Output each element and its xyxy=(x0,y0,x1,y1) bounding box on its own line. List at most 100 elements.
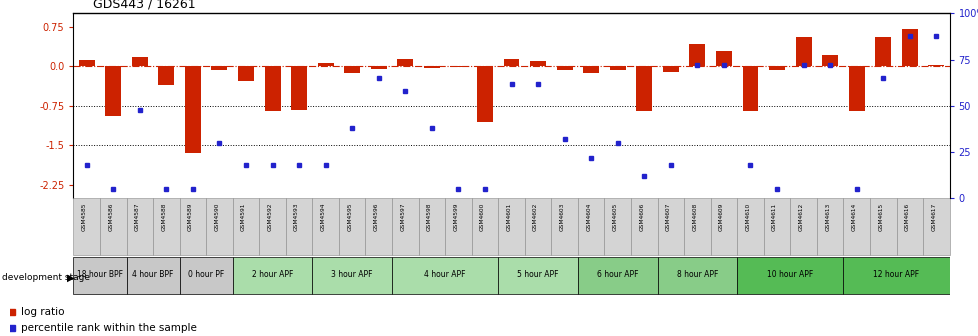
Text: 0 hour PF: 0 hour PF xyxy=(188,270,224,279)
Bar xyxy=(577,257,657,294)
Bar xyxy=(684,198,710,255)
Text: GSM4599: GSM4599 xyxy=(453,203,458,231)
Text: GSM4585: GSM4585 xyxy=(81,203,87,231)
Text: GSM4605: GSM4605 xyxy=(612,203,617,231)
Text: GSM4590: GSM4590 xyxy=(214,203,219,231)
Text: GDS443 / 16261: GDS443 / 16261 xyxy=(93,0,196,10)
Bar xyxy=(848,66,864,111)
Bar xyxy=(795,37,811,66)
Text: log ratio: log ratio xyxy=(21,307,64,317)
Text: GSM4615: GSM4615 xyxy=(877,203,882,231)
Bar xyxy=(471,198,498,255)
Bar xyxy=(179,257,233,294)
Bar xyxy=(869,198,896,255)
Text: 6 hour APF: 6 hour APF xyxy=(597,270,638,279)
Text: 3 hour APF: 3 hour APF xyxy=(332,270,373,279)
Bar xyxy=(498,198,524,255)
Bar xyxy=(583,66,599,73)
Text: GSM4589: GSM4589 xyxy=(188,203,193,231)
Bar xyxy=(662,66,678,72)
Text: 5 hour APF: 5 hour APF xyxy=(516,270,558,279)
Text: percentile rank within the sample: percentile rank within the sample xyxy=(21,323,197,333)
Bar xyxy=(100,198,126,255)
Text: GSM4586: GSM4586 xyxy=(109,203,113,231)
Bar xyxy=(609,66,625,71)
Bar xyxy=(816,198,843,255)
Bar xyxy=(233,198,259,255)
Text: GSM4606: GSM4606 xyxy=(639,203,644,231)
Bar xyxy=(338,198,365,255)
Text: 12 hour APF: 12 hour APF xyxy=(872,270,918,279)
Bar xyxy=(822,55,837,66)
Bar xyxy=(445,198,471,255)
Bar xyxy=(179,198,206,255)
Bar xyxy=(318,62,333,66)
Bar xyxy=(397,59,413,66)
Text: GSM4601: GSM4601 xyxy=(506,203,511,231)
Bar xyxy=(371,66,386,69)
Text: GSM4603: GSM4603 xyxy=(559,203,564,231)
Text: GSM4612: GSM4612 xyxy=(798,203,803,231)
Bar xyxy=(233,257,312,294)
Text: GSM4613: GSM4613 xyxy=(824,203,829,231)
Bar xyxy=(896,198,922,255)
Bar xyxy=(603,198,631,255)
Bar xyxy=(524,198,551,255)
Text: GSM4610: GSM4610 xyxy=(744,203,750,231)
Bar xyxy=(344,66,360,73)
Text: 10 hour APF: 10 hour APF xyxy=(767,270,813,279)
Bar xyxy=(577,198,603,255)
Text: GSM4594: GSM4594 xyxy=(321,203,326,231)
Text: development stage: development stage xyxy=(2,273,90,282)
Text: 4 hour APF: 4 hour APF xyxy=(424,270,466,279)
Bar xyxy=(290,66,307,110)
Bar xyxy=(391,198,419,255)
Bar xyxy=(769,66,784,71)
Bar xyxy=(657,198,684,255)
Text: ▶: ▶ xyxy=(67,272,74,283)
Bar xyxy=(419,198,445,255)
Bar xyxy=(286,198,312,255)
Bar xyxy=(391,257,498,294)
Bar xyxy=(259,198,286,255)
Bar xyxy=(132,57,148,66)
Text: GSM4604: GSM4604 xyxy=(586,203,591,231)
Bar xyxy=(476,66,493,122)
Text: GSM4591: GSM4591 xyxy=(241,203,245,231)
Bar xyxy=(158,66,174,85)
Bar xyxy=(763,198,789,255)
Bar xyxy=(312,198,338,255)
Bar xyxy=(922,198,949,255)
Text: GSM4595: GSM4595 xyxy=(347,203,352,231)
Text: GSM4609: GSM4609 xyxy=(718,203,723,231)
Bar xyxy=(736,257,843,294)
Bar xyxy=(153,198,179,255)
Bar xyxy=(843,257,949,294)
Bar xyxy=(106,66,121,116)
Bar xyxy=(736,198,763,255)
Text: GSM4598: GSM4598 xyxy=(426,203,431,231)
Bar xyxy=(529,61,546,66)
Text: 18 hour BPF: 18 hour BPF xyxy=(77,270,123,279)
Bar xyxy=(901,29,916,66)
Bar xyxy=(73,257,126,294)
Bar xyxy=(689,44,704,66)
Bar xyxy=(636,66,651,111)
Bar xyxy=(211,66,227,71)
Text: 2 hour APF: 2 hour APF xyxy=(251,270,293,279)
Text: GSM4616: GSM4616 xyxy=(904,203,909,231)
Text: GSM4607: GSM4607 xyxy=(665,203,670,231)
Bar xyxy=(312,257,391,294)
Text: GSM4593: GSM4593 xyxy=(293,203,299,231)
Bar xyxy=(264,66,281,111)
Text: GSM4608: GSM4608 xyxy=(691,203,696,231)
Text: GSM4596: GSM4596 xyxy=(374,203,378,231)
Bar xyxy=(874,37,890,66)
Bar xyxy=(556,66,572,71)
Text: GSM4588: GSM4588 xyxy=(161,203,166,231)
Bar xyxy=(715,51,732,66)
Bar xyxy=(631,198,657,255)
Bar xyxy=(741,66,758,111)
Bar xyxy=(927,65,944,66)
Text: GSM4597: GSM4597 xyxy=(400,203,405,231)
